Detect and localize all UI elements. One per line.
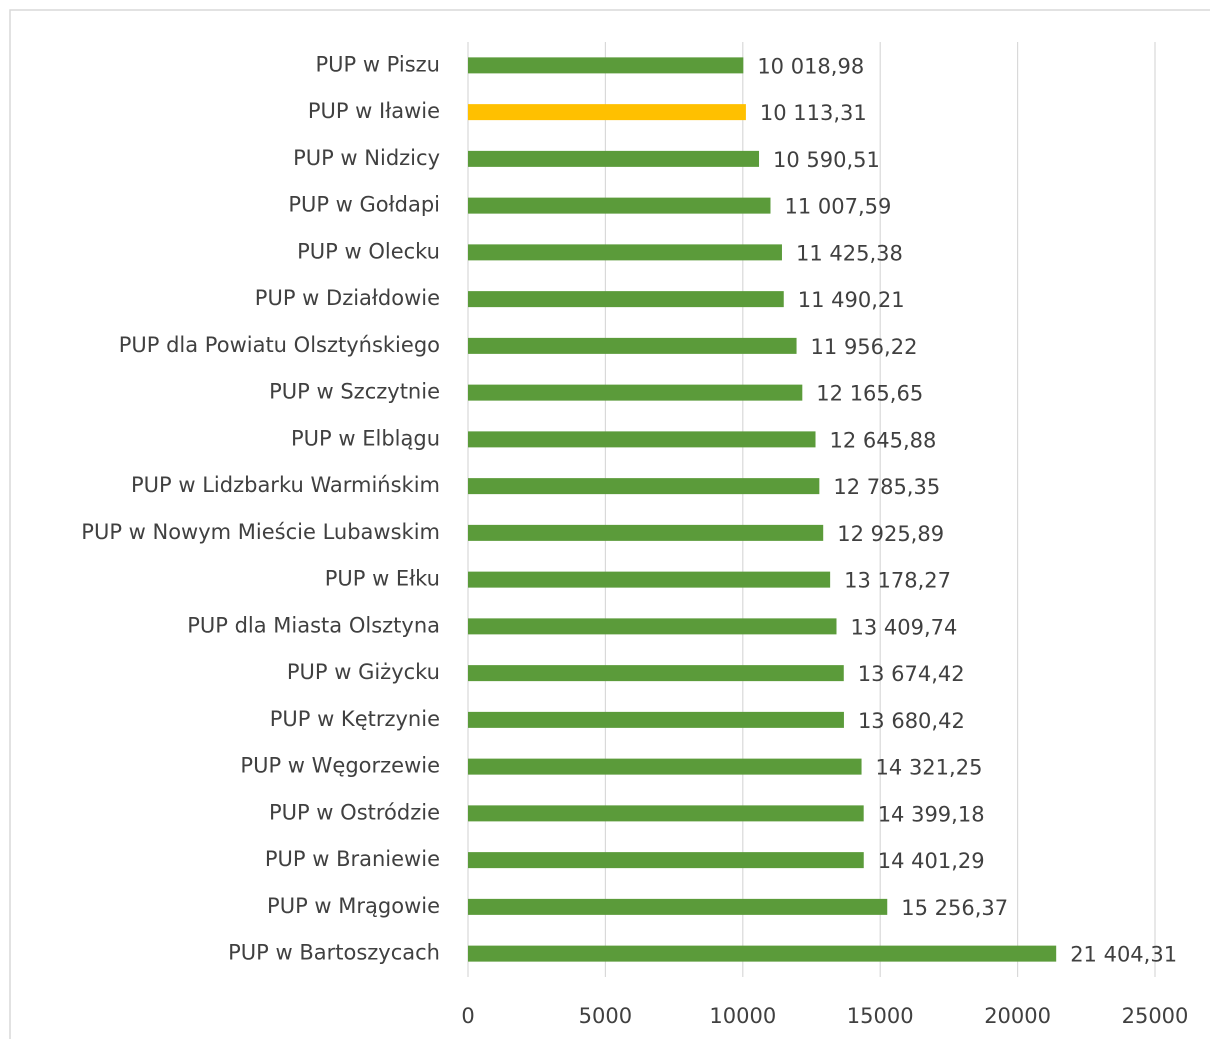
y-tick-label: PUP w Elblągu (291, 426, 440, 450)
bar (468, 478, 820, 495)
value-label: 13 178,27 (844, 569, 951, 593)
value-label: 21 404,31 (1070, 943, 1177, 967)
y-tick-label: PUP w Nowym Mieście Lubawskim (81, 520, 440, 544)
x-tick-label: 20000 (984, 1004, 1051, 1028)
bar (468, 711, 844, 728)
x-tick-label: 25000 (1122, 1004, 1189, 1028)
bar (468, 104, 746, 121)
bar (468, 571, 831, 588)
bar (468, 57, 744, 74)
bar (468, 291, 784, 308)
y-tick-label: PUP dla Miasta Olsztyna (187, 613, 440, 637)
bar (468, 524, 824, 541)
x-tick-label: 10000 (709, 1004, 776, 1028)
bar (468, 805, 864, 822)
value-label: 11 956,22 (811, 335, 918, 359)
y-tick-label: PUP w Iławie (308, 99, 440, 123)
bar (468, 665, 844, 682)
bar (468, 945, 1057, 962)
y-tick-label: PUP w Piszu (315, 52, 440, 76)
value-label: 10 590,51 (773, 148, 880, 172)
value-label: 14 321,25 (876, 756, 983, 780)
bar (468, 618, 837, 635)
value-label: 13 680,42 (858, 709, 965, 733)
y-tick-label: PUP w Kętrzynie (270, 707, 440, 731)
bar (468, 197, 771, 214)
y-tick-label: PUP w Ełku (325, 567, 440, 591)
y-tick-label: PUP w Nidzicy (293, 146, 440, 170)
value-label: 10 113,31 (760, 101, 867, 125)
y-tick-label: PUP w Olecku (297, 239, 440, 263)
y-tick-label: PUP w Działdowie (255, 286, 440, 310)
value-label: 15 256,37 (901, 896, 1008, 920)
bar (468, 150, 760, 167)
value-label: 12 785,35 (833, 475, 940, 499)
y-tick-label: PUP w Lidzbarku Warmińskim (131, 473, 440, 497)
y-tick-label: PUP w Braniewie (265, 847, 440, 871)
y-tick-label: PUP w Giżycku (287, 660, 440, 684)
value-label: 13 409,74 (850, 615, 957, 639)
value-label: 12 165,65 (816, 382, 923, 406)
value-label: 11 490,21 (798, 288, 905, 312)
bar (468, 244, 782, 261)
y-tick-label: PUP w Węgorzewie (240, 754, 440, 778)
value-label: 12 645,88 (830, 428, 937, 452)
bar (468, 758, 862, 775)
y-tick-label: PUP w Mrągowie (267, 894, 440, 918)
value-label: 14 399,18 (878, 802, 985, 826)
chart-frame (9, 9, 1210, 1043)
x-tick-label: 15000 (847, 1004, 914, 1028)
value-label: 13 674,42 (858, 662, 965, 686)
x-tick-label: 5000 (579, 1004, 632, 1028)
y-tick-label: PUP w Bartoszycach (228, 941, 440, 965)
value-label: 12 925,89 (837, 522, 944, 546)
bar (468, 384, 803, 401)
y-tick-label: PUP dla Powiatu Olsztyńskiego (119, 333, 440, 357)
bar (468, 337, 797, 354)
bar (468, 898, 888, 915)
y-tick-label: PUP w Szczytnie (269, 380, 440, 404)
y-tick-label: PUP w Gołdapi (288, 193, 440, 217)
y-tick-label: PUP w Ostródzie (269, 800, 440, 824)
bar (468, 431, 816, 448)
bar (468, 852, 864, 869)
value-label: 11 007,59 (784, 195, 891, 219)
x-tick-label: 0 (461, 1004, 474, 1028)
value-label: 11 425,38 (796, 241, 903, 265)
value-label: 10 018,98 (757, 54, 864, 78)
value-label: 14 401,29 (878, 849, 985, 873)
